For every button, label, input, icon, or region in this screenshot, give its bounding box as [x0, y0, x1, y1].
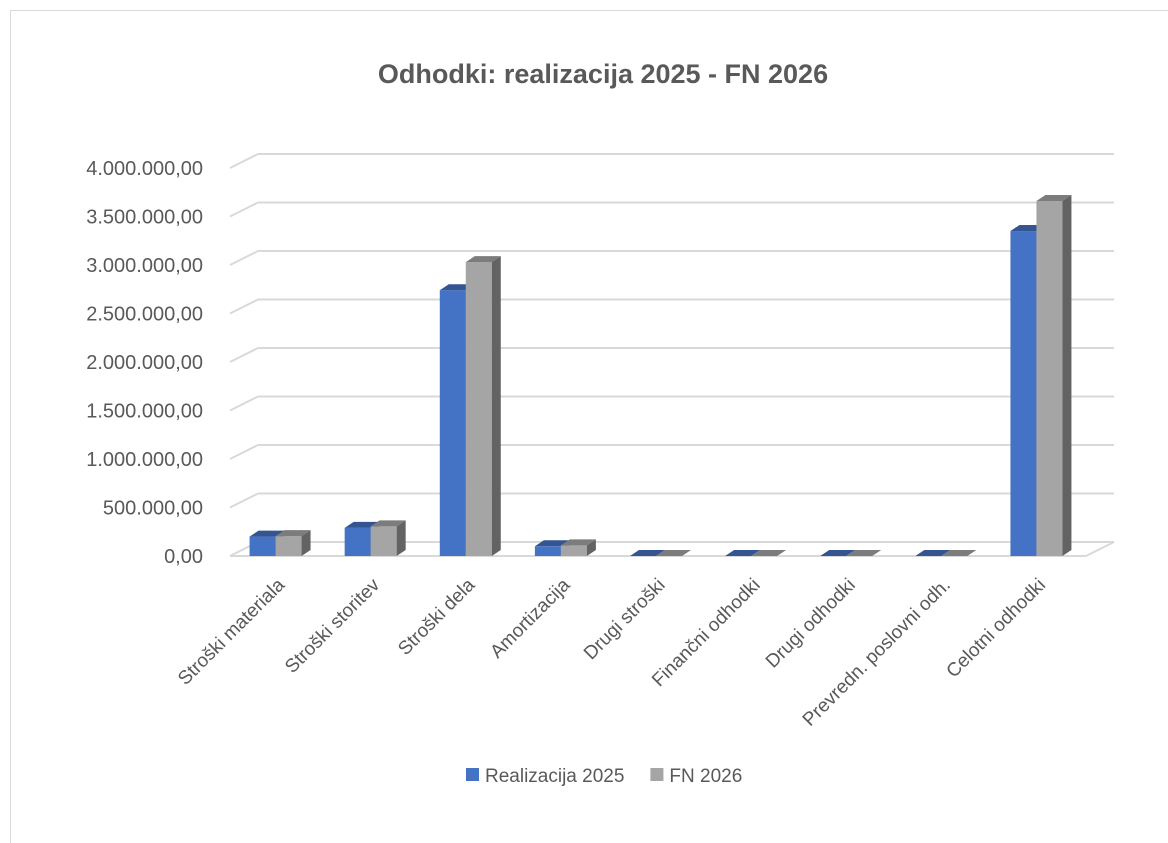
bar-side	[586, 539, 596, 556]
y-tick-label: 0,00	[164, 546, 203, 568]
gridline-depth	[229, 298, 259, 315]
gridline-depth	[229, 201, 259, 218]
gridline-depth	[229, 395, 259, 412]
bar-top	[941, 550, 977, 556]
y-tick-label: 4.000.000,00	[86, 158, 203, 180]
chart-frame	[10, 10, 1168, 843]
bar-side	[396, 520, 406, 556]
bar-top	[370, 520, 406, 527]
y-tick-label: 2.000.000,00	[86, 352, 203, 374]
y-tick-label: 3.000.000,00	[86, 255, 203, 277]
bar-top	[465, 256, 501, 263]
legend-item: Realizacija 2025	[466, 766, 624, 787]
bar	[275, 530, 311, 556]
bars	[249, 194, 1072, 557]
legend-label: FN 2026	[669, 766, 742, 787]
gridline-depth	[229, 492, 259, 509]
bar-top	[630, 550, 665, 556]
bar-top	[1036, 194, 1072, 201]
bar-top	[656, 550, 691, 556]
y-tick-label: 2.500.000,00	[86, 304, 203, 326]
legend-item: FN 2026	[650, 766, 742, 787]
legend-swatch	[466, 768, 479, 781]
gridline-depth	[229, 444, 259, 460]
x-tick-label: Drugi odhodki	[762, 575, 860, 673]
bar-side	[301, 530, 311, 556]
bar-top	[820, 550, 856, 556]
bar	[630, 550, 665, 557]
bar-top	[275, 530, 311, 537]
bar	[465, 256, 501, 556]
bar	[656, 550, 691, 557]
y-axis-ticks: 0,00 500.000,00 1.000.000,00 1.500.000,00 2.…	[86, 158, 203, 568]
bar-front	[249, 536, 276, 556]
bar-front	[560, 545, 587, 556]
bar-front	[1036, 200, 1063, 557]
bar-top	[560, 539, 596, 546]
y-tick-label: 500.000,00	[103, 498, 203, 520]
bar	[725, 550, 761, 557]
gridline-depth	[229, 347, 259, 363]
bar	[941, 550, 977, 557]
bar	[751, 550, 787, 557]
y-tick-label: 1.000.000,00	[86, 449, 203, 471]
bar	[560, 539, 596, 556]
x-tick-label: Drugi stroški	[580, 575, 670, 665]
gridline-depth	[229, 153, 259, 169]
bar-top	[249, 530, 285, 537]
x-tick-label: Stroški dela	[394, 574, 479, 659]
bar	[915, 550, 951, 557]
bar-top	[846, 550, 882, 556]
gridlines	[229, 153, 1114, 557]
legend-label: Realizacija 2025	[485, 766, 624, 787]
legend: Realizacija 2025 FN 2026	[466, 766, 742, 787]
bar-front	[344, 527, 371, 556]
gridline-depth	[229, 250, 259, 266]
bar-front	[465, 262, 492, 556]
y-tick-label: 1.500.000,00	[86, 401, 203, 423]
x-tick-label: Celotni odhodki	[943, 575, 1050, 682]
bar-side	[1062, 194, 1072, 557]
bar-top	[725, 550, 761, 556]
bar	[1036, 194, 1072, 557]
bar-front	[370, 526, 397, 556]
chart-title: Odhodki: realizacija 2025 - FN 2026	[378, 59, 828, 89]
bar-front	[439, 290, 466, 556]
bar-side	[491, 256, 501, 556]
y-tick-label: 3.500.000,00	[86, 207, 203, 229]
bar-front	[275, 536, 302, 556]
legend-swatch	[650, 768, 664, 781]
bar-top	[915, 550, 951, 556]
bar-front	[1010, 231, 1037, 557]
bar-top	[534, 540, 570, 547]
x-tick-label: Stroški storitev	[281, 574, 384, 677]
bar	[370, 520, 406, 556]
bar-top	[751, 550, 787, 556]
x-tick-label: Amortizacija	[486, 574, 574, 662]
bar	[846, 550, 882, 557]
floor-side-edge	[1085, 541, 1115, 557]
bar	[820, 550, 856, 557]
bar-front	[534, 546, 561, 556]
x-tick-label: Stroški materiala	[174, 574, 289, 689]
